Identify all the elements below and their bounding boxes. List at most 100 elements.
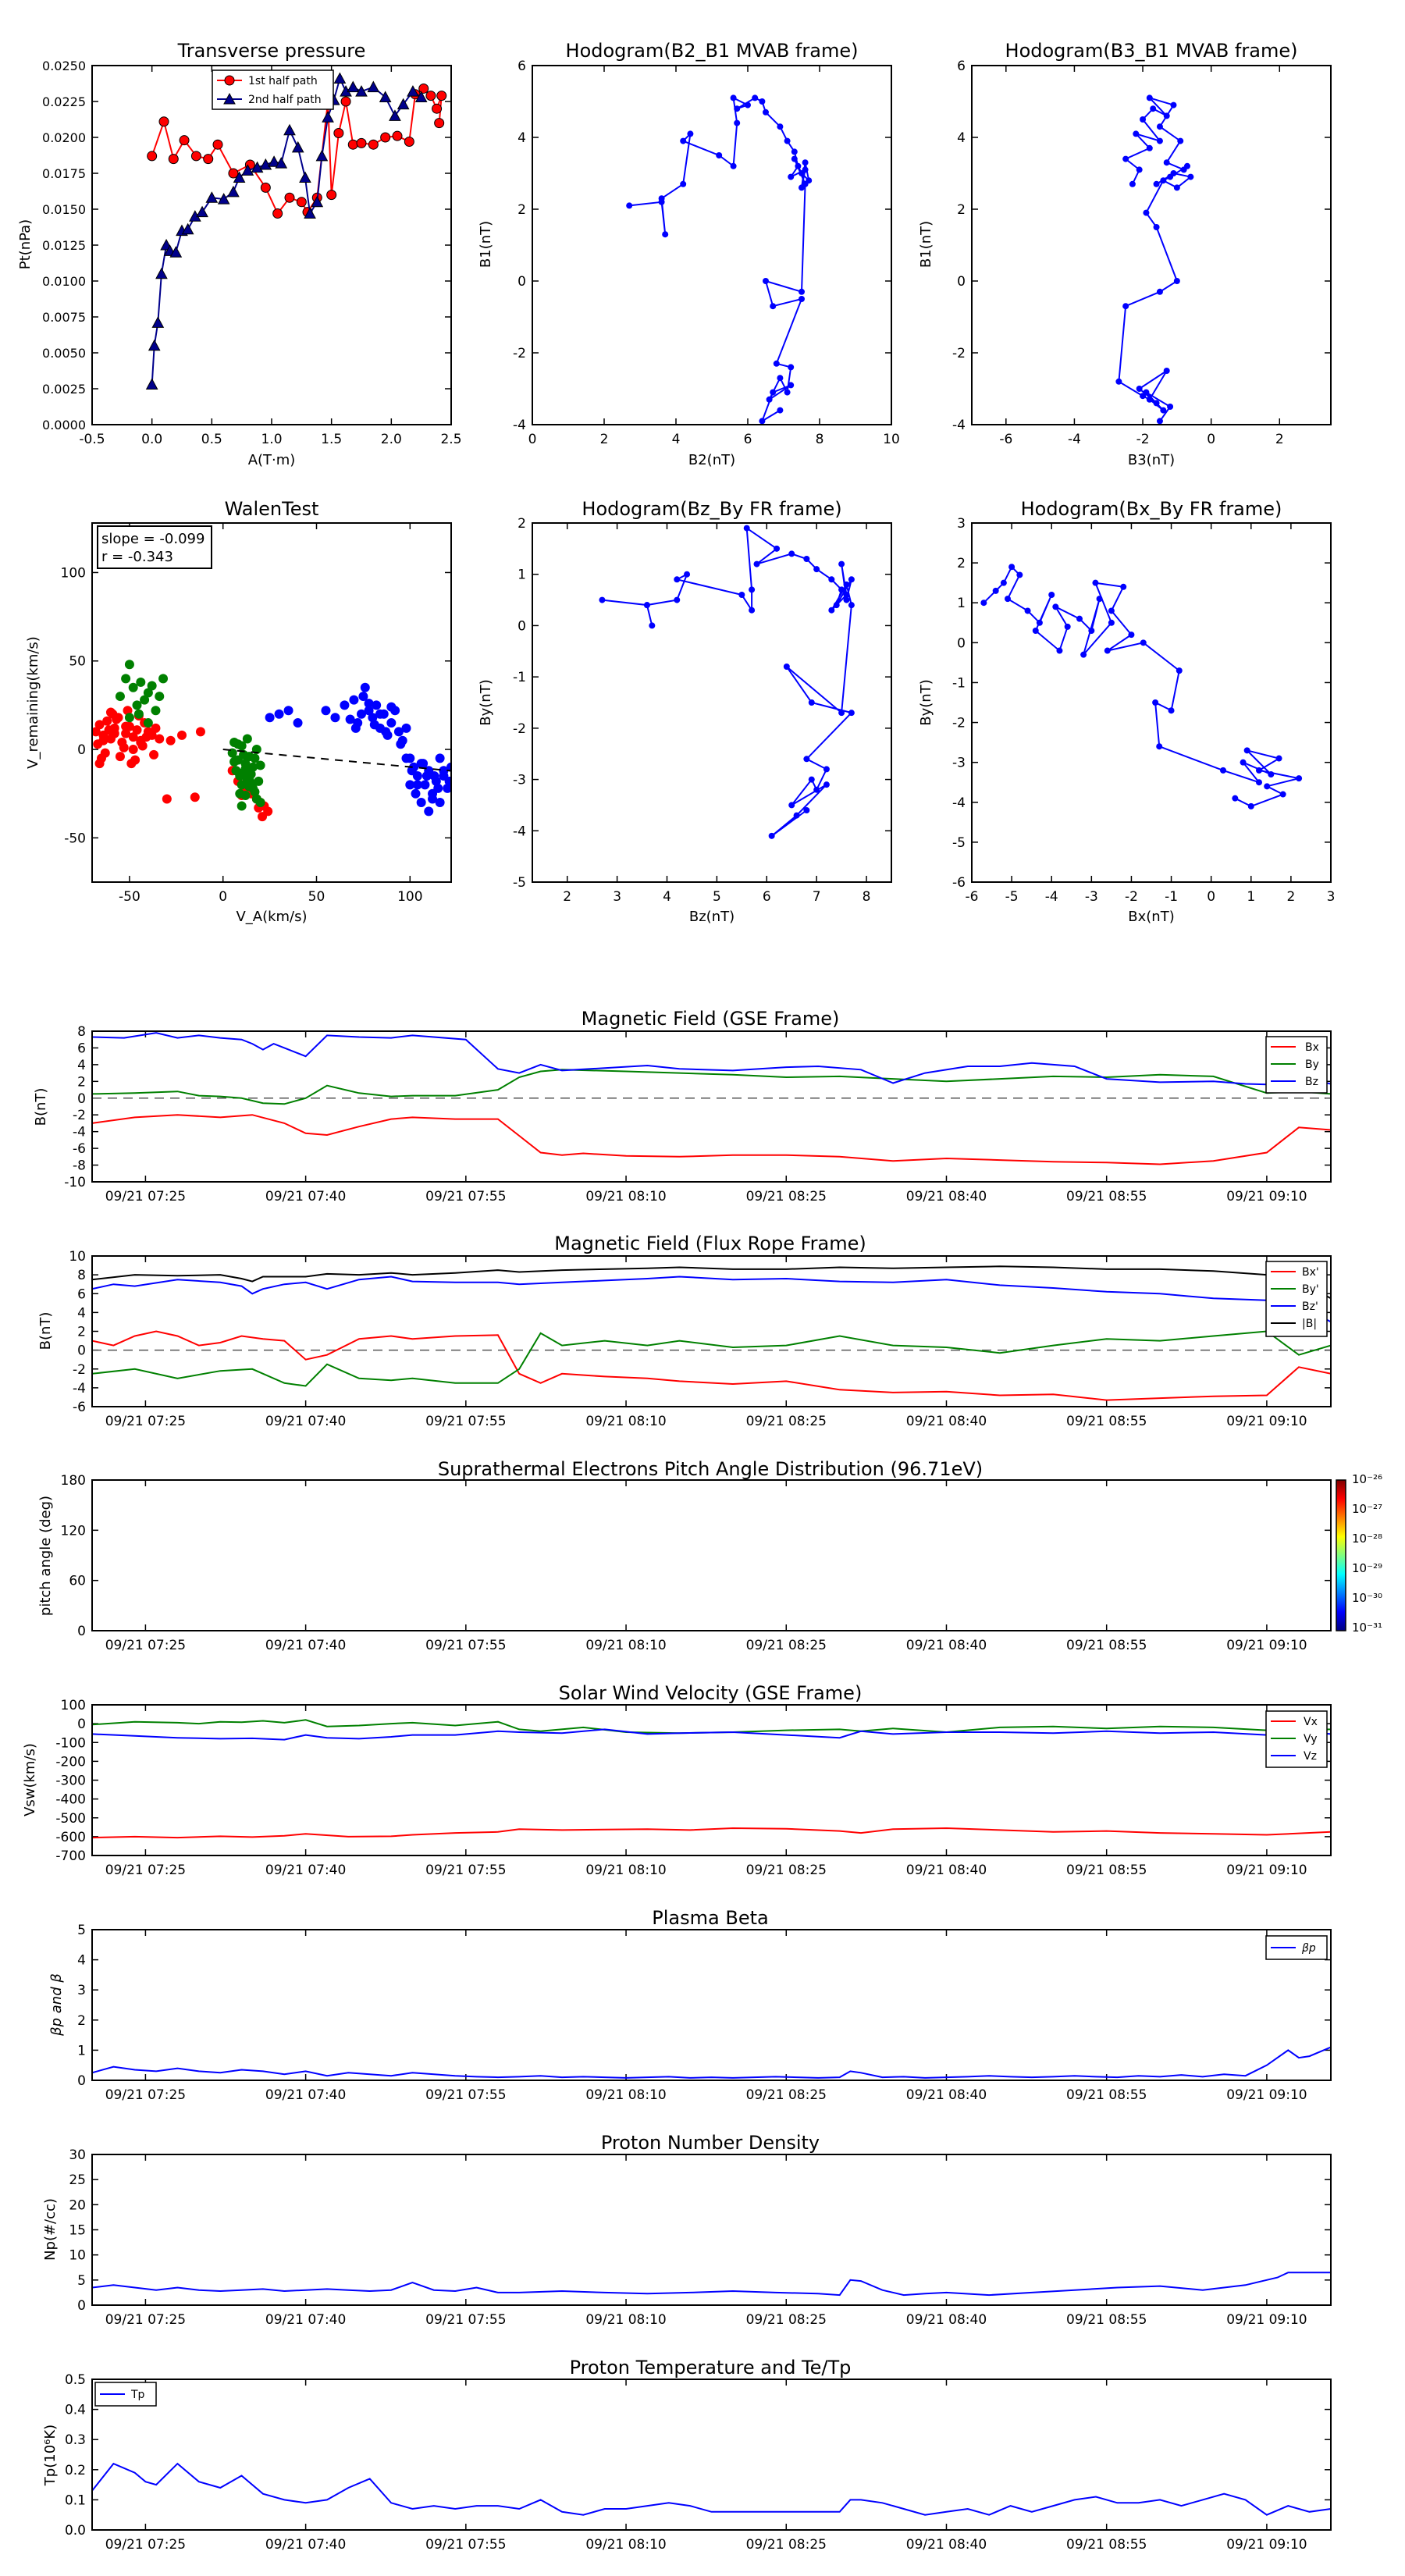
walen-point-blue xyxy=(386,718,397,728)
h2-line xyxy=(1118,96,1193,422)
tp-xtick-label: 09/21 08:10 xyxy=(585,2537,666,2553)
h3-point xyxy=(674,576,681,583)
walen-point-blue xyxy=(435,798,445,808)
pt-ytick-label: 0.0250 xyxy=(42,59,86,73)
mag_fr-xtick-label: 09/21 08:55 xyxy=(1066,1414,1147,1429)
h4-point xyxy=(1256,767,1262,774)
mag_gse-ytick-label: -4 xyxy=(73,1125,86,1140)
mag_fr-ytick-label: 0 xyxy=(77,1343,86,1359)
h4-point xyxy=(1247,802,1254,809)
h3-point xyxy=(828,607,835,614)
pt-point-1st xyxy=(284,192,295,203)
h4-xtick-label: 2 xyxy=(1286,889,1295,905)
h4-ylabel: By(nT) xyxy=(918,679,934,725)
walen-point-red xyxy=(109,728,119,738)
pt-legend-label-1: 1st half path xyxy=(248,75,318,87)
mag_fr-xtick-label: 09/21 07:25 xyxy=(105,1414,186,1429)
mag_gse-xtick-label: 09/21 09:10 xyxy=(1226,1189,1307,1204)
mag_gse-xtick-label: 09/21 07:40 xyxy=(265,1189,346,1204)
mag-gse-bx-line xyxy=(92,1114,1331,1165)
mag_fr-ytick-label: -4 xyxy=(73,1381,86,1397)
h3-point xyxy=(838,586,845,593)
pad-xtick-label: 09/21 08:40 xyxy=(906,1638,987,1653)
h4-xtick-label: -5 xyxy=(1005,889,1019,905)
h1-point xyxy=(788,382,795,389)
h4-point xyxy=(1120,583,1127,590)
pt-point-1st xyxy=(168,154,179,165)
pad-colorbar xyxy=(1336,1479,1346,1631)
h4-point xyxy=(1168,707,1175,714)
tp-ylabel: Tp(10⁶K) xyxy=(42,2425,59,2486)
h3-point xyxy=(749,607,756,614)
beta-title: Plasma Beta xyxy=(652,1907,768,1929)
h3-frame xyxy=(532,522,892,883)
mag_fr-axes: -6 -4 -2 0 2 4 6 8 10 09/21 07:25 09/21 07:40 09/21… xyxy=(69,1249,1331,1429)
walen-point-red xyxy=(190,792,200,802)
pad-ytick-label: 60 xyxy=(69,1574,86,1589)
tp-axes: 0.0 0.1 0.2 0.3 0.4 0.5 09/21 07:25 09/21 07:40… xyxy=(65,2372,1331,2553)
h1-point xyxy=(662,231,669,238)
beta-ylabel: βp and β xyxy=(48,1973,65,2037)
walen-r-text: r = -0.343 xyxy=(101,549,173,565)
walen-point-red xyxy=(177,730,187,740)
mag_fr-xtick-label: 09/21 08:40 xyxy=(906,1414,987,1429)
walen-ytick-label: 100 xyxy=(61,565,86,581)
walen-point-green xyxy=(158,674,169,684)
pt-ytick-label: 0.0225 xyxy=(42,94,86,109)
pt-point-1st xyxy=(179,135,190,146)
walen-point-blue xyxy=(360,682,370,692)
mag_fr-ytick-label: 2 xyxy=(77,1325,86,1340)
pt-ytick-label: 0.0100 xyxy=(42,274,86,289)
h1-point xyxy=(795,162,802,169)
pt-ytick-label: 0.0025 xyxy=(42,382,86,397)
pad-ytick-label: 180 xyxy=(61,1473,86,1489)
h2-xtick-label: -4 xyxy=(1068,432,1081,447)
pad-xtick-label: 09/21 08:10 xyxy=(585,1638,666,1653)
h2-point xyxy=(1177,137,1184,144)
h4-xtick-label: -2 xyxy=(1125,889,1138,905)
pt-point-2nd xyxy=(196,205,208,218)
walen-point-blue xyxy=(350,723,361,733)
walen-point-blue xyxy=(416,798,426,808)
beta-ytick-label: 5 xyxy=(77,1923,86,1938)
h2-xtick-label: -2 xyxy=(1136,432,1150,447)
pt-point-2nd xyxy=(389,109,401,121)
h3-ytick-label: -1 xyxy=(513,670,526,685)
pt-point-2nd xyxy=(414,91,428,102)
h4-point xyxy=(1275,755,1282,762)
walen-point-red xyxy=(149,749,159,760)
pt-point-2nd xyxy=(407,85,419,97)
h3-xlabel: Bz(nT) xyxy=(689,909,735,925)
h4-point xyxy=(1268,771,1275,777)
walen-point-blue xyxy=(407,766,417,776)
pad-xtick-label: 09/21 07:25 xyxy=(105,1638,186,1653)
pt-ytick-label: 0.0175 xyxy=(42,166,86,181)
pt-point-1st xyxy=(260,182,271,193)
h4-point xyxy=(1108,607,1115,614)
h2-point xyxy=(1143,389,1150,396)
h3-point xyxy=(803,756,810,763)
walen-title: WalenTest xyxy=(225,498,319,520)
h4-xtick-label: -6 xyxy=(966,889,979,905)
walen-point-blue xyxy=(293,718,303,728)
pt-point-2nd xyxy=(322,111,334,123)
walen-point-red xyxy=(121,728,131,738)
mag_gse-xtick-label: 09/21 07:25 xyxy=(105,1189,186,1204)
h2-ytick-label: -2 xyxy=(952,346,966,361)
mag-fr-by-line xyxy=(92,1330,1331,1387)
mag-fr-ylabel: B(nT) xyxy=(37,1312,54,1350)
h3-point xyxy=(674,596,681,603)
np-ytick-label: 5 xyxy=(77,2273,86,2289)
pt-point-1st xyxy=(203,154,214,165)
mag-gse-title: Magnetic Field (GSE Frame) xyxy=(582,1008,840,1030)
mag_fr-ytick-label: -6 xyxy=(73,1400,86,1415)
mag-gse-legend: Bx By Bz xyxy=(1265,1036,1328,1094)
pt-ytick-label: 0.0125 xyxy=(42,238,86,253)
h2-point xyxy=(1143,209,1150,216)
h4-point xyxy=(1243,747,1250,754)
vsw-xtick-label: 09/21 08:55 xyxy=(1066,1863,1147,1878)
beta-ytick-label: 4 xyxy=(77,1953,86,1969)
walen-point-blue xyxy=(422,771,432,781)
h1-point xyxy=(626,202,633,209)
